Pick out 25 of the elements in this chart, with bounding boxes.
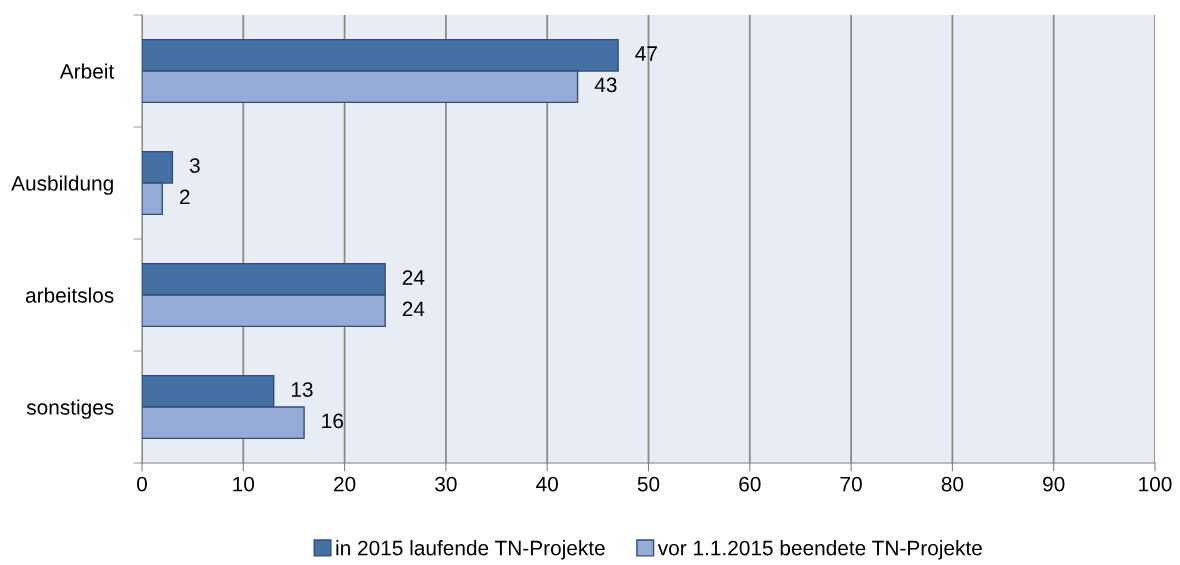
legend-label: vor 1.1.2015 beendete TN-Projekte — [657, 540, 982, 560]
legend-label: in 2015 laufende TN-Projekte — [336, 540, 605, 560]
y-tick-label: Arbeit — [59, 63, 115, 79]
x-tick-label: 20 — [334, 476, 356, 492]
data-label: 16 — [322, 413, 343, 429]
x-tick-label: 10 — [233, 476, 255, 492]
x-tick-label: 40 — [536, 476, 558, 492]
data-label: 3 — [189, 158, 200, 173]
x-tick-label: 100 — [1139, 476, 1172, 492]
y-tick-label: arbeitslos — [25, 287, 114, 303]
x-tick-label: 80 — [941, 476, 964, 492]
data-label: 24 — [402, 301, 425, 317]
data-label: 2 — [179, 189, 190, 205]
data-label: 24 — [402, 270, 425, 285]
x-tick-label: 70 — [840, 476, 862, 492]
y-tick-label: Ausbildung — [11, 175, 113, 195]
x-tick-label: 30 — [435, 476, 457, 492]
x-tick-label: 60 — [739, 476, 761, 492]
x-tick-label: 0 — [137, 476, 147, 492]
x-tick-label: 90 — [1043, 476, 1065, 492]
data-label: 43 — [594, 77, 617, 93]
x-tick-label: 50 — [637, 476, 660, 492]
data-label: 13 — [291, 382, 313, 397]
data-label: 47 — [635, 46, 657, 61]
y-tick-label: sonstiges — [26, 399, 114, 419]
